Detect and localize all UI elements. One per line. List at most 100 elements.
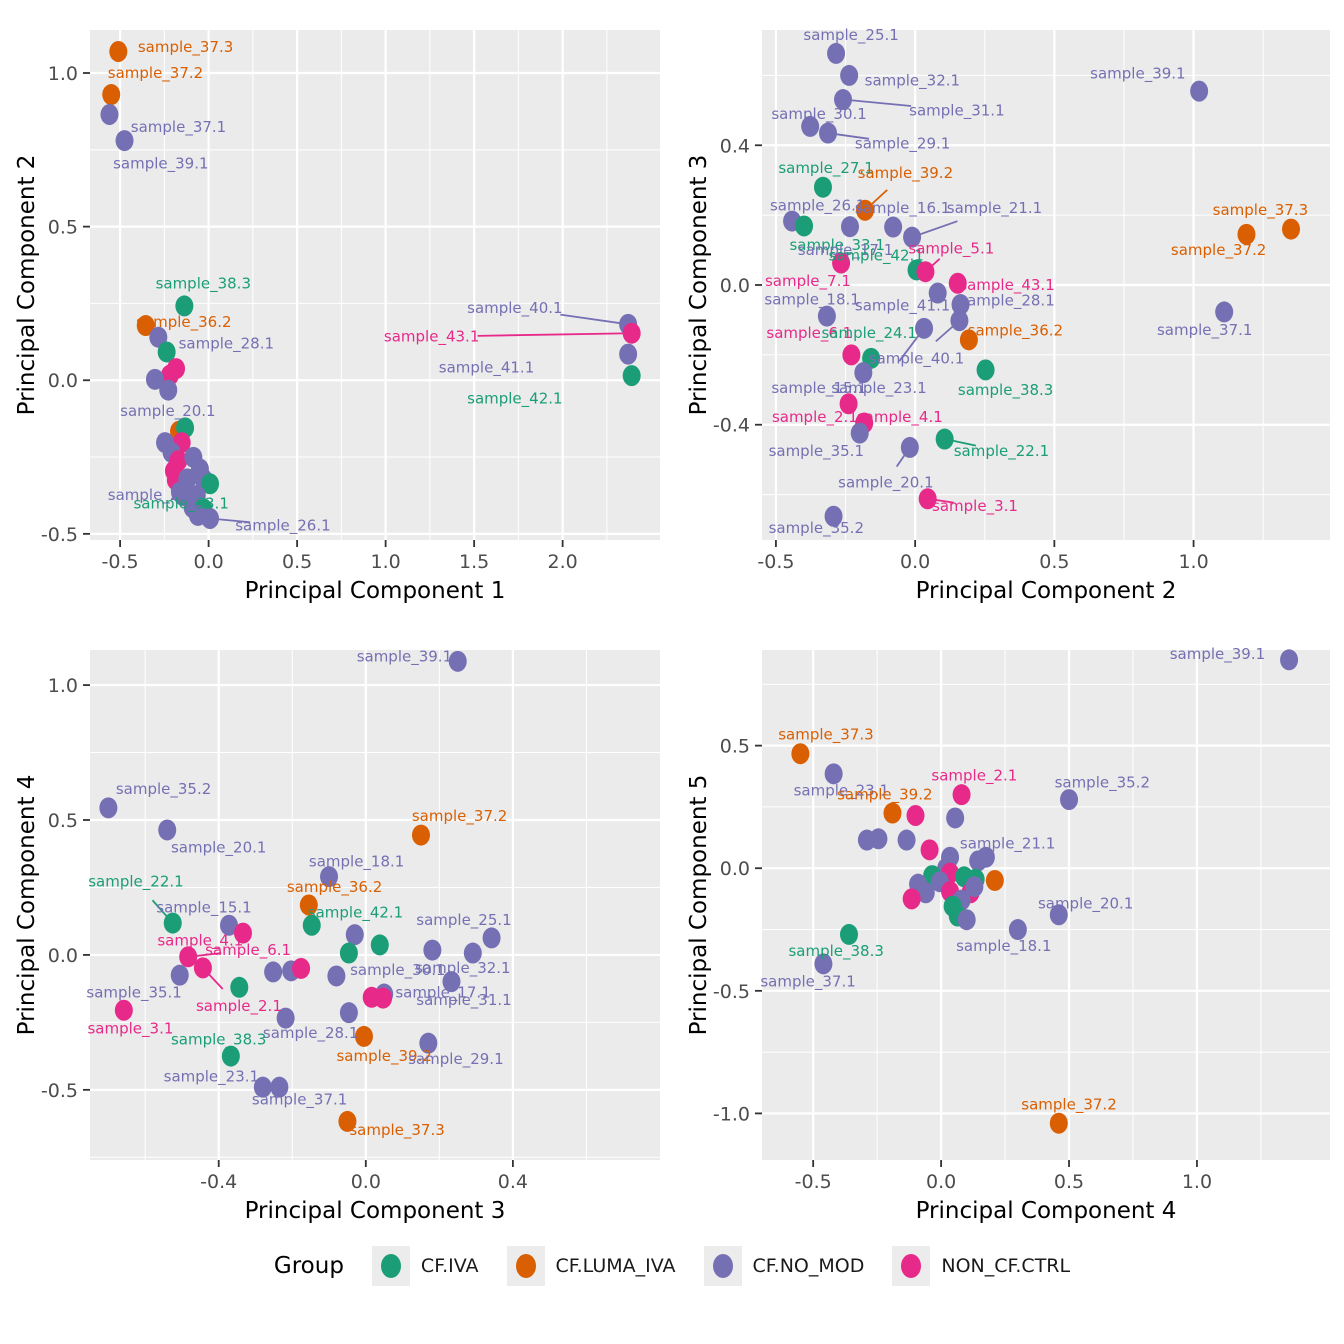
sample-label: sample_6.1 (766, 324, 852, 343)
data-point (179, 946, 198, 968)
sample-label: sample_30.1 (771, 105, 866, 124)
x-tick-label: 0.5 (1054, 1171, 1084, 1193)
y-tick-label: 0.5 (48, 217, 78, 239)
data-point (948, 272, 967, 294)
data-point (918, 488, 937, 510)
sample-label: sample_2.1 (931, 767, 1017, 786)
sample-label: sample_35.1 (769, 442, 864, 461)
x-axis-title: Principal Component 4 (916, 1198, 1177, 1224)
data-point (299, 894, 318, 916)
sample-label: sample_39.2 (858, 164, 953, 183)
sample-label: sample_28.1 (263, 1024, 358, 1043)
data-point (158, 819, 177, 841)
sample-label: sample_23.1 (164, 1067, 259, 1086)
sample-label: sample_27.1 (778, 159, 873, 178)
sample-label: sample_22.1 (954, 442, 1049, 461)
data-point (965, 876, 984, 898)
sample-label: sample_35.2 (116, 780, 211, 799)
sample-label: sample_35.1 (86, 984, 181, 1003)
label-leader-line (560, 313, 629, 326)
data-point (951, 294, 970, 316)
pca-panel-2: -0.5 0.0 0.5 1.0 -0.4 0.0 0.4 Principal Compone… (686, 26, 1330, 604)
data-point (354, 1025, 373, 1047)
data-point (850, 422, 869, 444)
data-point (959, 329, 978, 351)
data-point (952, 784, 971, 806)
data-point (915, 317, 934, 339)
data-point (1049, 904, 1068, 926)
x-axis-title: Principal Component 1 (245, 578, 506, 604)
pca-panel-4: -0.5 0.0 0.5 1.0 -1.0 -0.5 0.0 0.5 Principal Com… (686, 645, 1330, 1224)
data-point (338, 1110, 357, 1132)
sample-label: sample_29.1 (855, 135, 950, 154)
data-point (109, 41, 128, 63)
x-tick-label: 0.0 (926, 1171, 956, 1193)
data-point (292, 957, 311, 979)
data-point (163, 912, 182, 934)
sample-label: sample_43.1 (384, 328, 479, 347)
data-point (327, 965, 346, 987)
sample-label: sample_21.1 (960, 835, 1055, 854)
data-point (619, 343, 638, 365)
data-point (839, 923, 858, 945)
sample-label: sample_37.1 (760, 973, 855, 992)
legend-swatch-cf-luma-iva-icon (506, 1246, 545, 1286)
data-point (159, 379, 178, 401)
sample-label: sample_22.1 (88, 873, 183, 892)
data-point (419, 1032, 438, 1054)
x-tick-label: 0.4 (498, 1171, 528, 1193)
y-tick-label: 0.0 (720, 275, 750, 297)
sample-label: sample_37.2 (108, 64, 203, 83)
data-point (834, 89, 853, 111)
data-point (946, 807, 965, 829)
sample-label: sample_40.1 (467, 299, 562, 318)
sample-label: sample_32.1 (415, 959, 510, 978)
sample-label: sample_23.1 (794, 781, 889, 800)
data-point (114, 999, 133, 1021)
sample-label: sample_23.1 (831, 379, 926, 398)
x-tick-label: 1.5 (459, 551, 489, 573)
panel-background (90, 650, 660, 1160)
legend-title: Group (273, 1253, 344, 1279)
y-tick-label: 1.0 (48, 63, 78, 85)
data-point (201, 507, 220, 529)
data-point (814, 953, 833, 975)
sample-label: sample_37.3 (778, 726, 873, 745)
sample-label: sample_28.1 (959, 291, 1054, 310)
y-tick-label: 0.5 (48, 810, 78, 832)
sample-label: sample_37.1 (131, 118, 226, 137)
panel-background (762, 650, 1330, 1160)
sample-label: sample_24.1 (821, 324, 916, 343)
data-point (345, 924, 364, 946)
data-point (157, 341, 176, 363)
sample-label: sample_15.1 (156, 899, 251, 918)
data-point (791, 743, 810, 765)
data-point (253, 1076, 272, 1098)
data-point (902, 888, 921, 910)
sample-label: sample_7.1 (765, 272, 851, 291)
legend-item-non-cf-ctrl: NON_CF.CTRL (892, 1246, 1070, 1286)
data-point (175, 295, 194, 317)
data-point (916, 261, 935, 283)
data-point (950, 310, 969, 332)
legend-item-cf-no-mod: CF.NO_MOD (703, 1246, 864, 1286)
sample-label: sample_33.1 (789, 236, 884, 255)
sample-label: sample_25.1 (416, 911, 511, 930)
data-point (482, 927, 501, 949)
sample-label: sample_41.1 (855, 296, 950, 315)
y-axis-title: Principal Component 5 (686, 775, 712, 1036)
sample-label: sample_4.1 (857, 408, 943, 427)
data-point (884, 216, 903, 238)
sample-label: sample_37.3 (349, 1121, 444, 1140)
data-point (264, 961, 283, 983)
data-point (1282, 218, 1301, 240)
legend-label-cf-luma-iva: CF.LUMA_IVA (555, 1255, 676, 1277)
data-point (370, 934, 389, 956)
sample-label: sample_38.3 (171, 1030, 266, 1049)
sample-label: sample_17.1 (395, 984, 490, 1003)
legend-swatch-cf-iva-icon (371, 1246, 410, 1286)
data-point (920, 839, 939, 861)
y-tick-label: -1.0 (713, 1103, 750, 1125)
data-point (801, 115, 820, 137)
